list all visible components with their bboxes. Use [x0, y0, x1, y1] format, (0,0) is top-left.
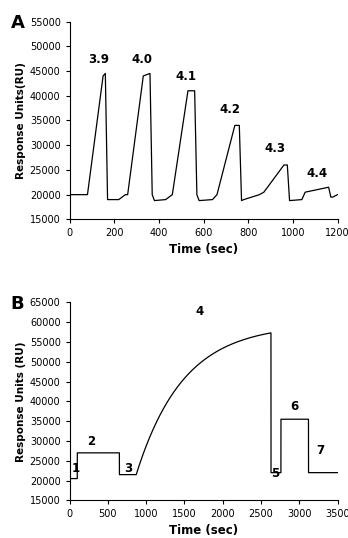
Text: 1: 1 — [72, 462, 80, 475]
Text: 4.0: 4.0 — [132, 53, 153, 66]
X-axis label: Time (sec): Time (sec) — [169, 243, 238, 256]
Text: 2: 2 — [87, 435, 95, 448]
Text: 3.9: 3.9 — [88, 53, 109, 66]
Y-axis label: Response Units (RU): Response Units (RU) — [16, 341, 25, 462]
Text: 4: 4 — [196, 305, 204, 318]
Text: 4.1: 4.1 — [175, 70, 196, 83]
Y-axis label: Response Units(RU): Response Units(RU) — [16, 62, 25, 179]
Text: B: B — [11, 295, 24, 313]
Text: A: A — [11, 13, 24, 32]
X-axis label: Time (sec): Time (sec) — [169, 523, 238, 536]
Text: 3: 3 — [124, 462, 132, 475]
Text: 6: 6 — [290, 400, 298, 413]
Text: 4.4: 4.4 — [307, 167, 328, 180]
Text: 4.3: 4.3 — [264, 142, 286, 155]
Text: 4.2: 4.2 — [220, 103, 241, 116]
Text: 7: 7 — [317, 444, 325, 457]
Text: 5: 5 — [271, 467, 279, 480]
